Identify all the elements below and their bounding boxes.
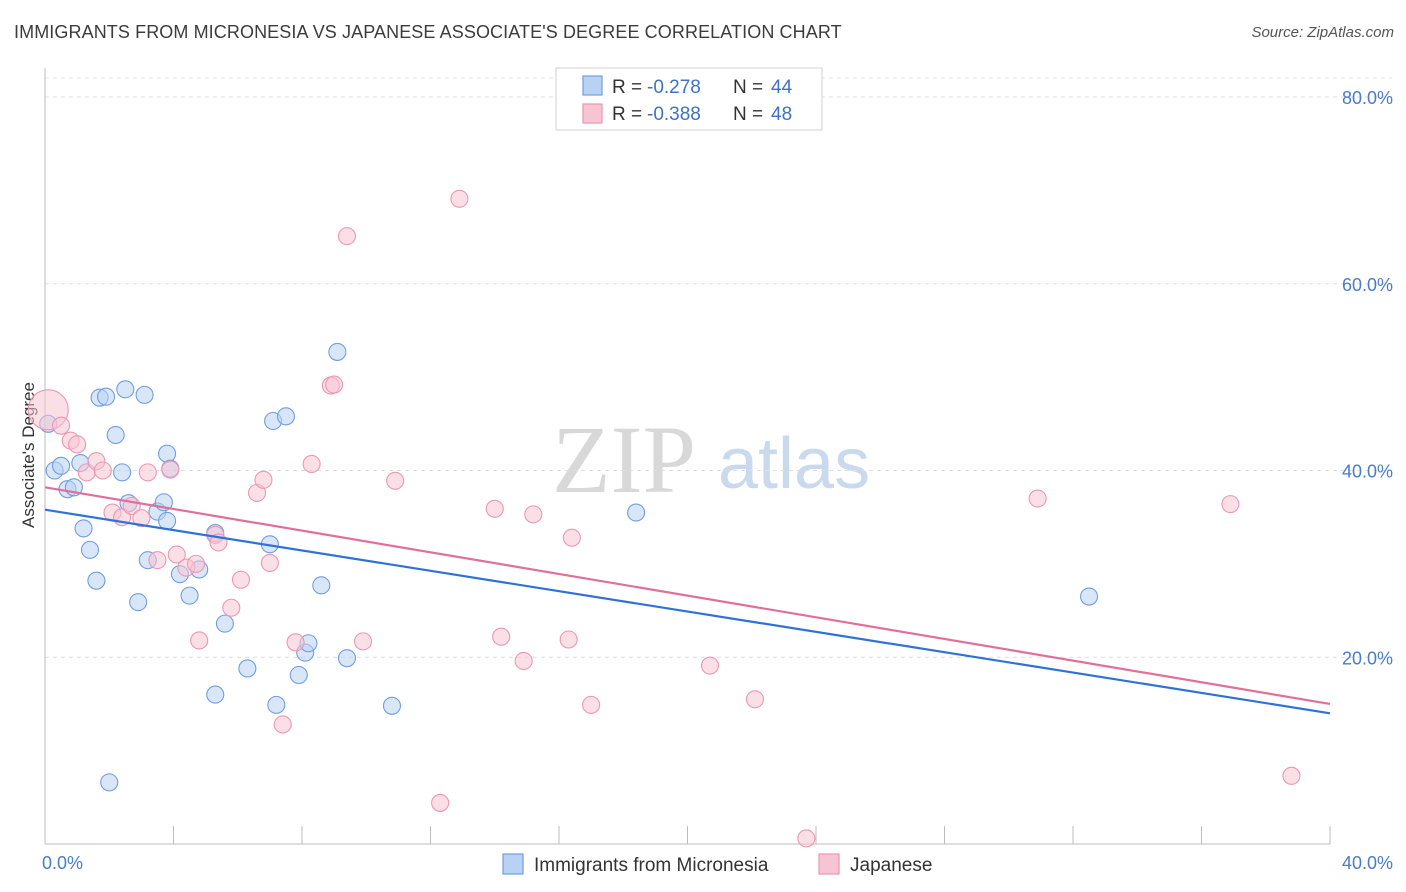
bottom-legend-label-japanese: Japanese [850, 855, 932, 876]
point-japanese-43 [745, 690, 765, 709]
watermark-atlas: atlas [718, 424, 870, 504]
point-micronesia-15 [129, 593, 148, 612]
legend-n-value-2: 48 [771, 104, 792, 125]
x-tick-label-min: 0.0% [42, 853, 83, 873]
point-japanese-11 [138, 463, 157, 482]
point-micronesia-37 [312, 576, 331, 595]
x-tick-label-max: 40.0% [1342, 853, 1393, 873]
watermark-zip: ZIP [552, 406, 696, 513]
y-tick-label-80: 80.0% [1342, 88, 1393, 108]
point-japanese-37 [514, 651, 533, 671]
point-japanese-26 [286, 633, 305, 652]
point-japanese-34 [450, 189, 469, 208]
bottom-legend-swatch-japanese [818, 853, 840, 875]
point-micronesia-16 [135, 385, 154, 404]
point-micronesia-32 [276, 407, 295, 426]
point-micronesia-33 [267, 695, 286, 714]
point-japanese-24 [260, 553, 279, 572]
point-micronesia-42 [1080, 587, 1099, 606]
point-japanese-39 [559, 630, 578, 649]
point-micronesia-38 [328, 342, 347, 361]
point-japanese-21 [231, 570, 251, 589]
series-legend: Immigrants from Micronesia Japanese [502, 853, 932, 876]
point-japanese-27 [302, 454, 321, 474]
point-micronesia-20 [158, 444, 177, 463]
trend-lines [44, 486, 1331, 715]
point-japanese-10 [132, 509, 151, 528]
point-micronesia-41 [627, 503, 646, 522]
point-japanese-45 [1028, 489, 1047, 508]
bottom-legend-swatch-micronesia [502, 853, 524, 875]
chart-title: IMMIGRANTS FROM MICRONESIA VS JAPANESE A… [14, 22, 842, 42]
point-japanese-3 [68, 435, 87, 454]
legend-r-value-2: -0.388 [647, 104, 701, 125]
point-micronesia-13 [116, 380, 135, 399]
point-micronesia-27 [100, 773, 119, 792]
y-tick-label-20: 20.0% [1342, 648, 1393, 668]
point-micronesia-10 [96, 387, 116, 406]
legend-swatch-micronesia [582, 75, 603, 96]
point-japanese-1 [52, 416, 71, 435]
point-japanese-41 [582, 695, 601, 714]
trend-line-japanese [44, 486, 1331, 706]
legend-n-value-1: 44 [771, 77, 793, 98]
point-japanese-38 [524, 505, 543, 524]
series-micronesia-points [39, 342, 1099, 792]
legend-n-label-1: N = [733, 77, 763, 98]
point-micronesia-8 [87, 571, 106, 590]
bottom-legend-label-micronesia: Immigrants from Micronesia [534, 855, 769, 876]
point-micronesia-12 [113, 463, 132, 482]
point-japanese-32 [386, 471, 405, 490]
point-micronesia-11 [106, 425, 125, 445]
point-micronesia-23 [180, 586, 199, 605]
legend-r-label-1: R = [612, 77, 642, 98]
y-tick-label-60: 60.0% [1342, 275, 1393, 295]
legend-swatch-japanese [582, 103, 603, 124]
point-japanese-14 [167, 545, 186, 564]
legend-n-label-2: N = [733, 104, 763, 125]
axes [44, 68, 1331, 845]
gridlines [45, 77, 1392, 658]
point-japanese-13 [161, 460, 180, 479]
point-japanese-12 [148, 551, 167, 570]
point-japanese-6 [93, 461, 112, 480]
point-japanese-33 [431, 793, 450, 812]
point-japanese-25 [273, 715, 292, 734]
point-japanese-17 [190, 631, 209, 650]
point-japanese-35 [485, 499, 504, 518]
point-micronesia-43 [158, 511, 177, 530]
point-japanese-23 [254, 470, 273, 489]
stats-legend: R = -0.278 N = 44 R = -0.388 N = 48 [555, 67, 823, 131]
point-japanese-29 [325, 375, 344, 394]
point-japanese-36 [492, 627, 511, 646]
point-japanese-20 [222, 598, 241, 617]
point-micronesia-26 [215, 614, 234, 633]
legend-r-label-2: R = [612, 104, 642, 125]
series-japanese-points [27, 189, 1301, 848]
point-japanese-40 [562, 528, 581, 547]
point-japanese-47 [1282, 766, 1301, 785]
point-japanese-42 [700, 656, 720, 675]
point-micronesia-34 [289, 665, 308, 685]
point-japanese-30 [337, 227, 357, 246]
trend-line-micronesia [44, 508, 1331, 715]
source-label: Source: ZipAtlas.com [1251, 24, 1394, 41]
point-micronesia-7 [80, 540, 100, 559]
point-micronesia-39 [337, 649, 357, 668]
point-japanese-31 [353, 632, 373, 651]
point-micronesia-28 [206, 685, 225, 704]
point-micronesia-40 [382, 696, 402, 715]
point-japanese-16 [186, 554, 206, 573]
point-micronesia-29 [238, 659, 257, 678]
point-micronesia-2 [52, 456, 71, 475]
y-tick-labels: 20.0% 40.0% 60.0% 80.0% [1342, 88, 1393, 668]
point-japanese-46 [1221, 495, 1240, 514]
point-japanese-44 [797, 829, 816, 848]
point-micronesia-6 [74, 519, 93, 538]
y-tick-label-40: 40.0% [1342, 462, 1393, 482]
legend-r-value-1: -0.278 [647, 77, 701, 98]
x-tick-labels: 0.0% 40.0% [42, 853, 1393, 873]
